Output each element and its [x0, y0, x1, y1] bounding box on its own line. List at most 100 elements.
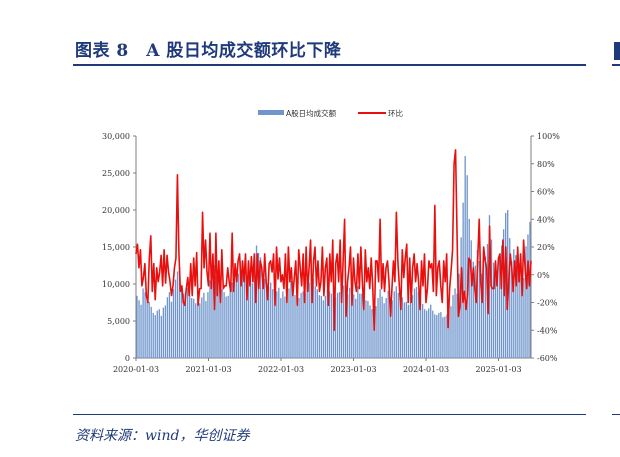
- bar: [193, 298, 195, 358]
- bar: [213, 264, 215, 358]
- left-tick-label: 0: [125, 354, 130, 363]
- bar: [440, 312, 442, 358]
- line-point: [234, 263, 236, 265]
- line-point: [381, 288, 382, 290]
- line-point: [501, 288, 502, 290]
- line-point: [354, 281, 356, 283]
- line-point: [434, 204, 436, 206]
- line-point: [422, 285, 424, 287]
- line-point: [446, 253, 448, 255]
- line-point: [154, 299, 156, 301]
- right-tick-label: 100%: [537, 132, 560, 141]
- line-point: [310, 239, 311, 241]
- line-point: [279, 257, 280, 259]
- bar: [172, 289, 175, 358]
- bar: [419, 298, 422, 358]
- line-point: [323, 295, 325, 296]
- bar: [513, 249, 515, 358]
- bar: [519, 278, 521, 358]
- line-point: [172, 285, 174, 287]
- bar: [359, 293, 361, 358]
- bar: [351, 291, 353, 358]
- line-point: [404, 257, 406, 259]
- bar: [377, 298, 379, 358]
- bar: [369, 305, 371, 358]
- bar: [365, 300, 367, 358]
- line-point: [203, 267, 205, 269]
- line-point: [153, 263, 155, 265]
- bar: [426, 310, 428, 358]
- line-point: [344, 218, 345, 220]
- line-point: [430, 267, 431, 269]
- bar: [444, 316, 446, 358]
- bar: [205, 301, 207, 358]
- bar: [296, 298, 298, 358]
- bar: [235, 268, 237, 358]
- line-point: [212, 253, 214, 255]
- bar: [136, 295, 138, 358]
- line-point: [459, 304, 461, 306]
- line-point: [248, 260, 249, 262]
- line-point: [526, 288, 527, 290]
- line-point: [285, 253, 286, 255]
- line-point: [209, 232, 211, 234]
- line-point: [159, 271, 161, 273]
- bar: [363, 298, 365, 358]
- line-point: [274, 304, 276, 306]
- bar: [217, 279, 219, 358]
- line-point: [358, 288, 360, 290]
- bar: [490, 239, 493, 358]
- line-point: [400, 309, 402, 310]
- line-point: [145, 295, 147, 296]
- line-point: [156, 267, 158, 269]
- line-point: [483, 246, 485, 248]
- line-point: [228, 281, 230, 283]
- line-point: [190, 263, 192, 265]
- bar: [211, 282, 213, 358]
- bar: [442, 317, 444, 358]
- line-point: [387, 260, 388, 262]
- line-point: [382, 263, 384, 265]
- bar: [191, 298, 193, 358]
- line-point: [147, 302, 149, 303]
- line-point: [395, 211, 397, 213]
- line-point: [255, 302, 257, 303]
- line-point: [409, 257, 411, 259]
- line-point: [530, 260, 532, 262]
- line-point: [425, 302, 427, 303]
- line-point: [289, 281, 291, 283]
- line-point: [347, 281, 348, 283]
- bar: [184, 292, 187, 358]
- line-point: [135, 253, 137, 255]
- bar: [322, 300, 325, 358]
- bar: [233, 275, 235, 358]
- bar: [456, 293, 458, 358]
- right-tick-label: -20%: [537, 299, 558, 308]
- bar: [462, 202, 464, 358]
- left-tick-label: 30,000: [102, 132, 130, 141]
- bar: [249, 279, 252, 358]
- line-point: [469, 260, 471, 262]
- line-point: [462, 302, 464, 303]
- line-point: [427, 288, 428, 290]
- line-point: [202, 211, 203, 213]
- bar: [251, 283, 254, 358]
- bar: [476, 249, 478, 358]
- line-point: [245, 253, 246, 255]
- line-point: [452, 249, 453, 251]
- line-point: [326, 257, 328, 259]
- tick-labels: 0 5,000 10,000 15,000 20,000 25,000 30,000 -60%…: [102, 132, 560, 374]
- bar: [174, 279, 177, 358]
- line-point: [444, 281, 446, 283]
- bar: [302, 291, 304, 358]
- x-tick-label: 2024-01-03: [403, 365, 449, 374]
- line-point: [345, 315, 347, 317]
- legend-swatch-bar: [258, 110, 284, 115]
- line-point: [487, 313, 489, 314]
- bar: [274, 286, 276, 358]
- line-point: [293, 277, 295, 278]
- bar: [411, 295, 414, 358]
- line-point: [348, 267, 350, 269]
- line-point: [219, 302, 221, 303]
- line-point: [157, 281, 159, 283]
